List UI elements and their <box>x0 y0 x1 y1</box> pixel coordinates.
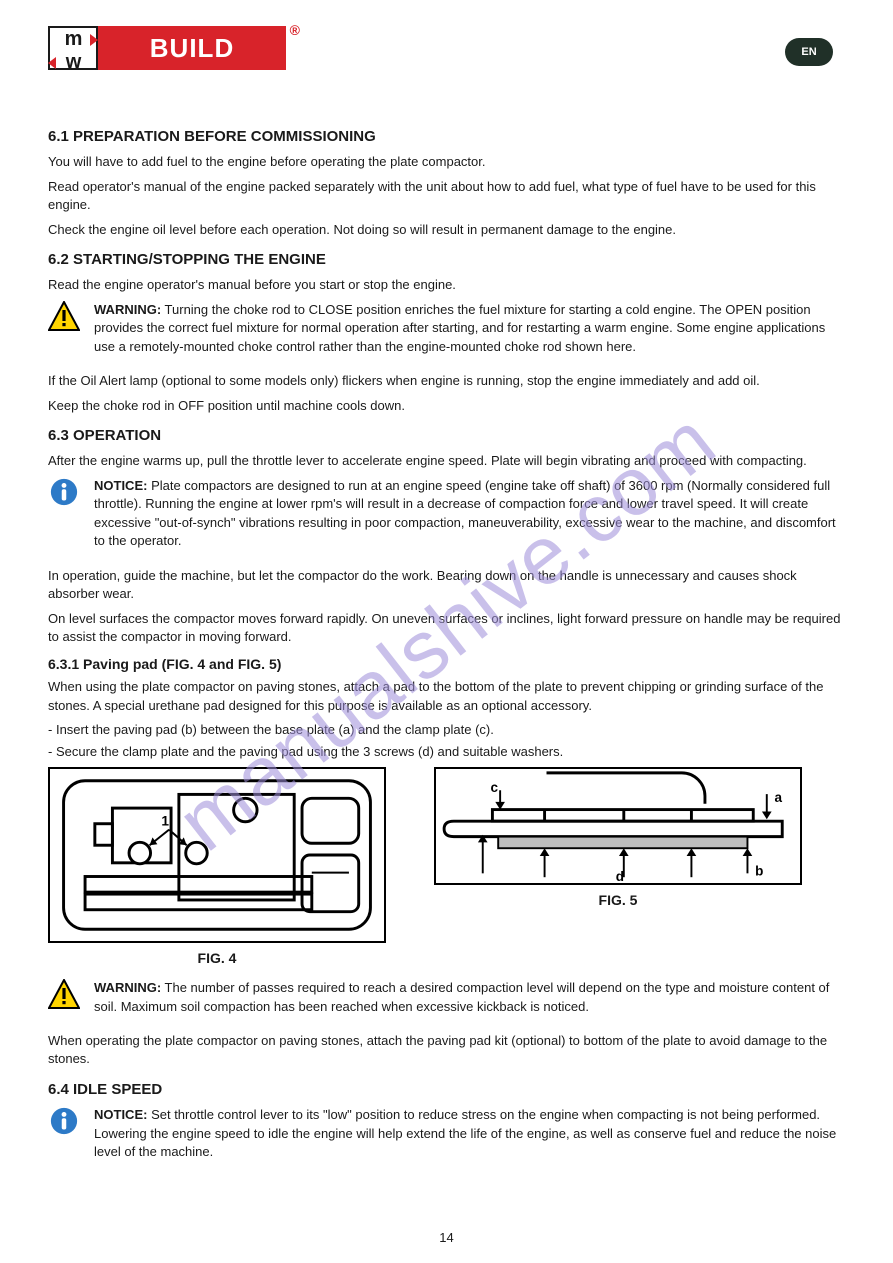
paragraph: After the engine warms up, pull the thro… <box>48 452 845 470</box>
logo-build-label: BUILD <box>98 26 286 70</box>
svg-text:c: c <box>490 780 498 795</box>
paragraph: You will have to add fuel to the engine … <box>48 153 845 171</box>
logo-mw-box: m w <box>48 26 98 70</box>
logo-mw-bottom: w <box>50 51 96 74</box>
svg-text:a: a <box>775 790 783 805</box>
figure-4-caption: FIG. 4 <box>198 949 237 969</box>
paragraph: If the Oil Alert lamp (optional to some … <box>48 372 845 390</box>
paragraph: When using the plate compactor on paving… <box>48 678 845 715</box>
figure-4: 1 <box>48 767 386 943</box>
warning-icon <box>48 979 80 1009</box>
warning-block: WARNING: Turning the choke rod to CLOSE … <box>48 301 845 362</box>
section-6-1-title: 6.1 PREPARATION BEFORE COMMISSIONING <box>48 126 845 147</box>
bullet-list: Insert the paving pad (b) between the ba… <box>48 721 845 761</box>
notice-block: NOTICE: Set throttle control lever to it… <box>48 1106 845 1167</box>
warning-icon <box>48 301 80 331</box>
paragraph: In operation, guide the machine, but let… <box>48 567 845 604</box>
svg-text:d: d <box>616 869 624 883</box>
figure-row: 1 FIG. 4 <box>48 767 845 969</box>
section-6-3-1-title: 6.3.1 Paving pad (FIG. 4 and FIG. 5) <box>48 655 845 675</box>
figure-5: a c b d <box>434 767 802 885</box>
section-6-3-title: 6.3 OPERATION <box>48 425 845 446</box>
paragraph: Read the engine operator's manual before… <box>48 276 845 294</box>
page-header: m w BUILD ® EN <box>48 26 845 88</box>
paragraph: Read operator's manual of the engine pac… <box>48 178 845 215</box>
notice-text: NOTICE: Plate compactors are designed to… <box>94 477 845 551</box>
paragraph: Check the engine oil level before each o… <box>48 221 845 239</box>
logo-mw-top: m <box>50 28 96 51</box>
notice-block: NOTICE: Plate compactors are designed to… <box>48 477 845 557</box>
warning-text: WARNING: Turning the choke rod to CLOSE … <box>94 301 845 356</box>
paragraph: When operating the plate compactor on pa… <box>48 1032 845 1069</box>
info-icon <box>48 1106 80 1136</box>
notice-text: NOTICE: Set throttle control lever to it… <box>94 1106 845 1161</box>
brand-logo: m w BUILD ® <box>48 26 286 70</box>
language-badge: EN <box>785 38 833 66</box>
section-6-2-title: 6.2 STARTING/STOPPING THE ENGINE <box>48 249 845 270</box>
info-icon <box>48 477 80 507</box>
registered-mark: ® <box>290 22 300 38</box>
warning-block: WARNING: The number of passes required t… <box>48 979 845 1022</box>
list-item: Insert the paving pad (b) between the ba… <box>48 721 845 739</box>
warning-text: WARNING: The number of passes required t… <box>94 979 845 1016</box>
svg-text:1: 1 <box>161 814 169 829</box>
page-number: 14 <box>439 1230 453 1245</box>
figure-5-caption: FIG. 5 <box>599 891 638 911</box>
paragraph: On level surfaces the compactor moves fo… <box>48 610 845 647</box>
paragraph: Keep the choke rod in OFF position until… <box>48 397 845 415</box>
svg-text:b: b <box>755 863 763 878</box>
section-6-4-title: 6.4 IDLE SPEED <box>48 1079 845 1100</box>
list-item: Secure the clamp plate and the paving pa… <box>48 743 845 761</box>
page-content: 6.1 PREPARATION BEFORE COMMISSIONING You… <box>48 88 845 1168</box>
